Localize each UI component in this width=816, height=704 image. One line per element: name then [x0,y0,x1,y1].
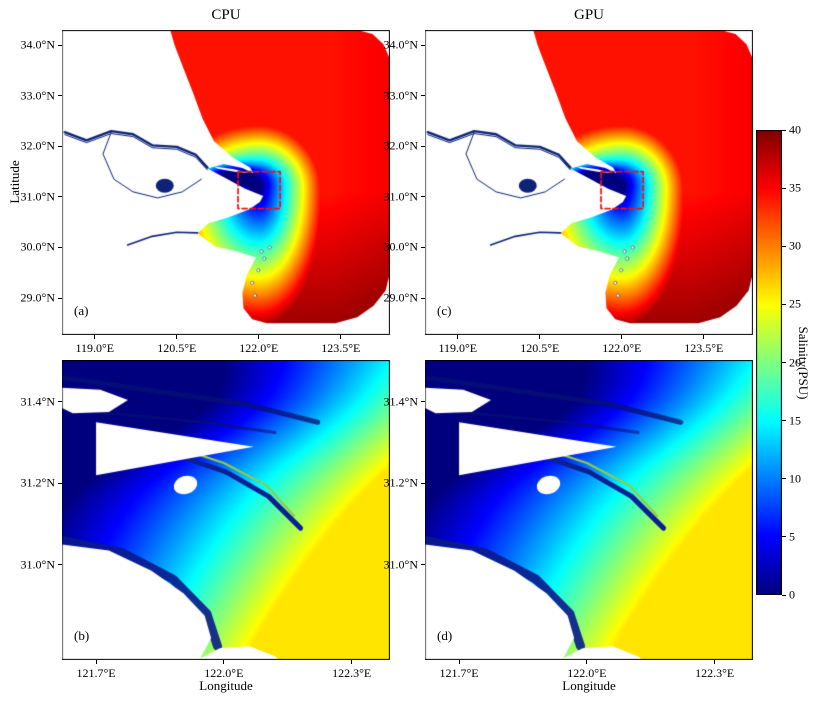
y-tick-mark [421,482,425,484]
y-tick-label: 33.0°N [20,88,55,103]
colorbar-tick-mark [782,594,786,596]
y-tick-label: 31.2°N [383,475,418,490]
y-tick-label: 31.2°N [20,475,55,490]
x-tick-label: 122.0°E [602,341,642,355]
y-tick-label: 31.4°N [383,394,418,409]
y-tick-label: 31.0°N [383,189,418,204]
y-tick-mark [421,564,425,566]
y-tick-mark [421,297,425,299]
y-tick-label: 31.4°N [20,394,55,409]
y-tick-label: 31.0°N [20,189,55,204]
x-tick-label: 121.7°E [439,666,479,680]
y-tick-mark [421,145,425,147]
panel-a-title: CPU [211,7,241,23]
panel-b-letter: (b) [74,628,90,643]
map-panel-a-cpu-wide [62,30,390,335]
colorbar-tick-label: 25 [789,296,801,311]
colorbar-tick-mark [782,245,786,247]
colorbar [756,130,782,595]
colorbar-tick-label: 10 [789,471,801,486]
y-tick-label: 34.0°N [383,37,418,52]
y-tick-label: 29.0°N [383,290,418,305]
y-tick-mark [421,246,425,248]
x-axis-label-longitude-d: Longitude [562,678,616,693]
x-tick-mark [621,335,623,339]
colorbar-tick-mark [782,420,786,422]
y-tick-mark [421,401,425,403]
x-tick-label: 119.0°E [438,341,478,355]
x-tick-mark [703,335,705,339]
x-tick-label: 119.0°E [75,341,115,355]
y-tick-mark [58,564,62,566]
colorbar-tick-label: 20 [789,355,801,369]
y-tick-mark [58,95,62,97]
y-tick-mark [58,401,62,403]
colorbar-tick-label: 40 [789,122,801,137]
x-tick-mark [351,660,353,664]
y-tick-label: 30.0°N [20,239,55,254]
y-tick-label: 33.0°N [383,88,418,103]
y-tick-mark [421,44,425,46]
y-tick-label: 31.0°N [383,557,418,572]
y-tick-mark [421,196,425,198]
colorbar-tick-label: 15 [789,413,801,428]
panel-d-letter: (d) [437,628,453,643]
x-tick-label: 123.5°E [321,341,361,355]
x-tick-mark [258,335,260,339]
x-tick-label: 122.0°E [567,666,607,680]
x-tick-label: 122.0°E [239,341,279,355]
x-tick-label: 120.5°E [157,341,197,355]
y-tick-label: 34.0°N [20,37,55,52]
colorbar-tick-label: 30 [789,238,801,253]
y-tick-mark [58,246,62,248]
colorbar-tick-mark [782,478,786,480]
colorbar-tick-mark [782,187,786,189]
x-tick-label: 122.0°E [204,666,244,680]
x-tick-mark [176,335,178,339]
y-tick-mark [58,44,62,46]
x-tick-mark [223,660,225,664]
map-panel-c-gpu-wide [425,30,753,335]
panel-c-letter: (c) [437,303,452,318]
panel-a-letter: (a) [74,303,89,318]
colorbar-tick-mark [782,362,786,363]
x-tick-label: 122.3°E [332,666,372,680]
y-tick-label: 32.0°N [20,138,55,153]
y-tick-label: 30.0°N [383,239,418,254]
y-tick-mark [58,196,62,198]
x-tick-label: 121.7°E [76,666,116,680]
x-tick-mark [458,660,460,664]
y-tick-mark [58,145,62,147]
colorbar-tick-mark [782,303,786,305]
y-tick-mark [58,482,62,484]
panel-c-title: GPU [573,7,605,23]
y-tick-label: 32.0°N [383,138,418,153]
colorbar-tick-label: 5 [789,529,795,544]
x-tick-mark [714,660,716,664]
y-tick-label: 31.0°N [20,557,55,572]
x-tick-mark [340,335,342,339]
x-tick-mark [457,335,459,339]
x-tick-label: 122.3°E [695,666,735,680]
x-axis-label-longitude-b: Longitude [199,678,253,693]
y-tick-mark [58,297,62,299]
x-tick-label: 120.5°E [520,341,560,355]
y-tick-label: 29.0°N [20,290,55,305]
colorbar-tick-label: 0 [789,587,795,602]
x-tick-label: 123.5°E [684,341,724,355]
colorbar-tick-label: 35 [789,180,801,195]
colorbar-tick-mark [782,536,786,538]
map-panel-b-cpu-zoom [62,360,390,660]
x-tick-mark [586,660,588,664]
x-tick-mark [95,660,97,664]
map-panel-d-gpu-zoom [425,360,753,660]
y-tick-mark [421,95,425,97]
colorbar-tick-mark [782,129,786,131]
x-tick-mark [539,335,541,339]
x-tick-mark [94,335,96,339]
